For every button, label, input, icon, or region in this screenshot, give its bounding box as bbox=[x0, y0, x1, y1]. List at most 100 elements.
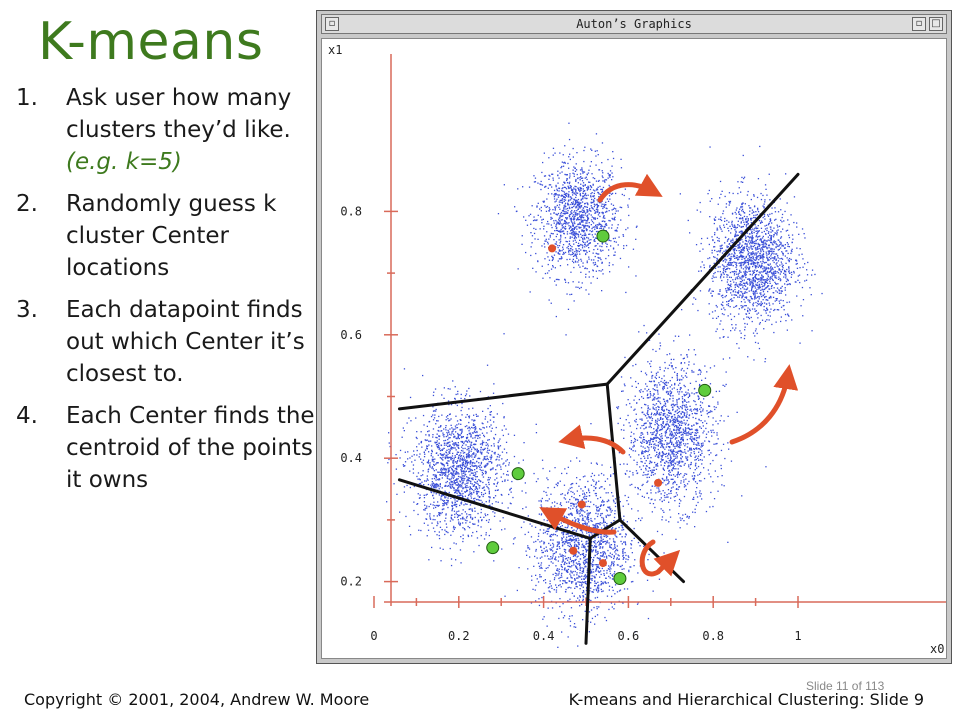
data-point bbox=[647, 455, 649, 457]
data-point bbox=[733, 297, 735, 299]
minimize-button[interactable]: ▫ bbox=[912, 17, 926, 31]
data-point bbox=[739, 247, 741, 249]
data-point bbox=[594, 190, 596, 192]
data-point bbox=[651, 485, 654, 487]
data-point bbox=[744, 282, 746, 285]
data-point bbox=[759, 235, 761, 237]
data-point bbox=[431, 458, 433, 460]
data-point bbox=[543, 228, 545, 230]
data-point bbox=[650, 394, 652, 396]
data-point bbox=[677, 450, 679, 452]
data-point bbox=[556, 198, 558, 200]
data-point bbox=[749, 309, 751, 312]
data-point bbox=[460, 502, 462, 504]
window-titlebar[interactable]: ▫ Auton’s Graphics ▫ □ bbox=[321, 14, 947, 34]
data-point bbox=[762, 241, 764, 243]
data-point bbox=[665, 429, 668, 431]
data-point bbox=[690, 455, 692, 457]
data-point bbox=[670, 358, 672, 361]
data-point bbox=[460, 393, 462, 396]
data-point bbox=[659, 368, 661, 371]
data-point bbox=[773, 309, 775, 312]
data-point bbox=[643, 428, 645, 430]
data-point bbox=[564, 228, 566, 230]
data-point bbox=[640, 407, 643, 409]
data-point bbox=[548, 178, 550, 180]
data-point bbox=[752, 283, 754, 285]
data-point bbox=[738, 245, 740, 248]
maximize-button[interactable]: □ bbox=[929, 17, 943, 31]
data-point bbox=[542, 218, 544, 220]
data-point bbox=[788, 270, 790, 272]
data-point bbox=[763, 203, 765, 205]
data-point bbox=[659, 429, 661, 432]
data-point bbox=[577, 201, 579, 203]
data-point bbox=[569, 181, 571, 183]
data-point bbox=[598, 212, 600, 214]
data-point bbox=[556, 213, 558, 216]
data-point bbox=[568, 138, 571, 141]
data-point bbox=[674, 445, 676, 448]
data-point bbox=[461, 479, 463, 481]
data-point bbox=[740, 222, 742, 224]
data-point bbox=[751, 230, 753, 233]
data-point bbox=[639, 418, 641, 420]
data-point bbox=[715, 276, 717, 278]
data-point bbox=[555, 186, 557, 188]
data-point bbox=[645, 467, 647, 469]
data-point bbox=[444, 467, 446, 470]
data-point bbox=[788, 223, 790, 226]
data-point bbox=[655, 374, 658, 376]
data-point bbox=[785, 262, 787, 264]
data-point bbox=[588, 239, 590, 241]
data-point bbox=[712, 290, 714, 292]
data-point bbox=[762, 299, 764, 301]
data-point bbox=[684, 451, 686, 453]
data-point bbox=[458, 523, 460, 525]
data-point bbox=[664, 403, 667, 405]
data-point bbox=[443, 500, 446, 502]
data-point bbox=[454, 482, 456, 485]
data-point bbox=[680, 453, 682, 455]
data-point bbox=[607, 177, 609, 179]
data-point bbox=[788, 271, 790, 273]
window-menu-button[interactable]: ▫ bbox=[325, 17, 339, 31]
data-point bbox=[586, 228, 588, 231]
data-point bbox=[658, 487, 660, 489]
data-point bbox=[612, 213, 614, 215]
data-point bbox=[755, 214, 757, 216]
data-point bbox=[685, 416, 687, 418]
data-point bbox=[770, 238, 772, 240]
data-point bbox=[767, 285, 769, 287]
data-point bbox=[756, 270, 758, 272]
data-point bbox=[451, 505, 453, 507]
data-point bbox=[723, 273, 725, 275]
data-point bbox=[477, 450, 479, 453]
data-point bbox=[503, 425, 505, 427]
data-point bbox=[649, 422, 651, 424]
data-point bbox=[685, 428, 687, 430]
data-point bbox=[454, 428, 456, 430]
data-point bbox=[471, 469, 474, 472]
data-point bbox=[779, 198, 781, 200]
data-point bbox=[560, 167, 562, 169]
data-point bbox=[561, 250, 563, 252]
data-point bbox=[506, 459, 508, 461]
data-point bbox=[651, 375, 653, 377]
data-point bbox=[652, 503, 655, 505]
data-point bbox=[789, 283, 791, 286]
data-point bbox=[579, 253, 581, 255]
data-point bbox=[470, 517, 472, 519]
data-point bbox=[714, 267, 717, 269]
data-point bbox=[730, 259, 732, 261]
data-point bbox=[572, 201, 574, 203]
data-point bbox=[672, 419, 674, 421]
data-point bbox=[694, 456, 696, 458]
data-point bbox=[683, 484, 686, 486]
data-point bbox=[577, 187, 579, 189]
data-point bbox=[752, 303, 754, 305]
data-point bbox=[745, 255, 747, 258]
data-point bbox=[775, 321, 777, 323]
data-point bbox=[720, 308, 723, 310]
data-point bbox=[742, 305, 744, 307]
